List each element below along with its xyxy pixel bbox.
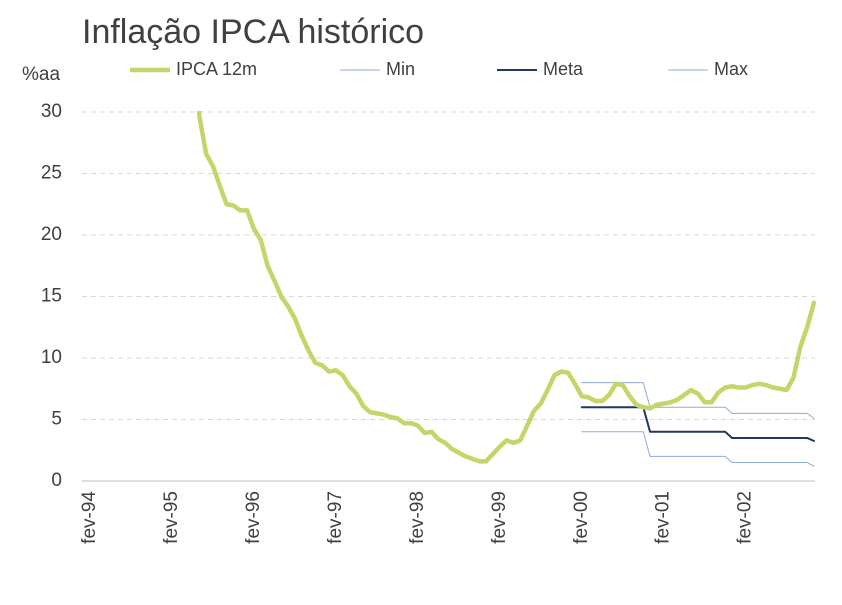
x-tick-label: fev-99 <box>489 491 510 544</box>
series-line <box>580 406 815 443</box>
legend-label: Min <box>386 59 415 79</box>
grid <box>82 111 815 482</box>
y-tick-label: 20 <box>41 224 62 245</box>
y-tick-label: 25 <box>41 163 62 184</box>
y-tick-label: 30 <box>41 101 62 122</box>
x-tick-label: fev-97 <box>325 491 346 544</box>
legend-label: Max <box>714 59 748 79</box>
series-line <box>581 431 815 467</box>
plot-area <box>196 111 816 467</box>
legend-label: IPCA 12m <box>176 59 257 79</box>
chart-title: Inflação IPCA histórico <box>82 13 424 51</box>
y-tick-label: 5 <box>51 409 62 430</box>
y-axis-label: %aa <box>22 64 60 85</box>
x-tick-label: fev-95 <box>161 491 182 544</box>
legend-label: Meta <box>543 59 584 79</box>
x-tick-label: fev-02 <box>735 491 756 544</box>
x-tick-label: fev-98 <box>407 491 428 544</box>
x-tick-label: fev-01 <box>653 491 674 544</box>
y-tick-label: 10 <box>41 347 62 368</box>
x-tick-label: fev-00 <box>571 491 592 544</box>
y-tick-label: 15 <box>41 286 62 307</box>
series-line <box>196 111 816 464</box>
x-tick-label: fev-96 <box>243 491 264 544</box>
y-tick-label: 0 <box>51 470 62 491</box>
x-tick-label: fev-94 <box>79 491 100 544</box>
